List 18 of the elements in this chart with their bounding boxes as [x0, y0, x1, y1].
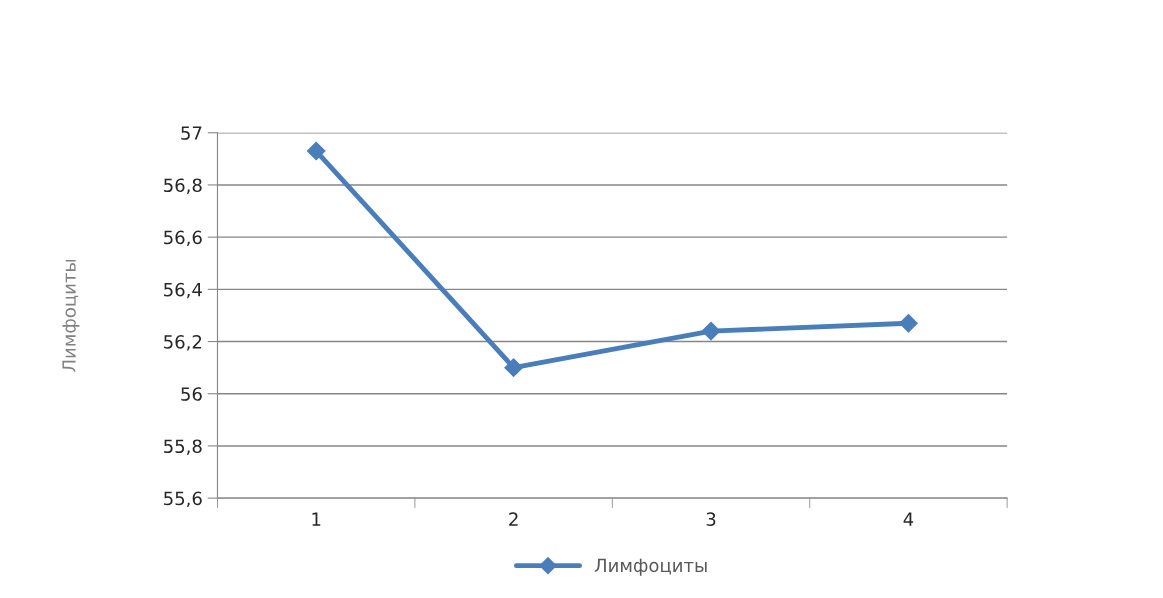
y-tick-label: 56,2: [164, 335, 202, 351]
y-axis-title: Лимфоциты: [62, 259, 80, 372]
point: [701, 321, 721, 341]
y-tick-label: 56,6: [164, 230, 202, 247]
y-tick-label: 56,4: [164, 282, 202, 299]
legend-label: Лимфоциты: [594, 558, 707, 576]
point: [899, 313, 918, 333]
y-tick-label: 56: [181, 387, 202, 401]
x-tick-label: 2: [509, 512, 518, 526]
y-tick-label: 57: [181, 126, 202, 140]
x-tick-label: 3: [706, 512, 716, 526]
y-tick-label: 56,8: [164, 178, 202, 194]
point: [504, 358, 523, 377]
point: [306, 141, 326, 161]
x-tick-label: 1: [312, 512, 321, 526]
y-tick-label: 55,8: [164, 439, 202, 455]
y-tick-label: 55,6: [164, 491, 202, 508]
x-tick-label: 4: [903, 512, 914, 526]
